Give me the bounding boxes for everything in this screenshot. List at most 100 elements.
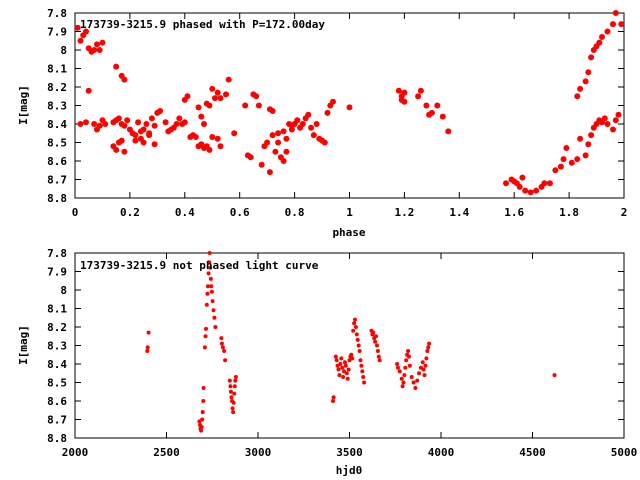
data-point xyxy=(83,119,89,126)
data-point xyxy=(374,334,378,339)
data-point xyxy=(207,260,212,265)
data-point xyxy=(400,384,405,389)
data-point xyxy=(331,399,335,403)
x-tick-label: 4500 xyxy=(519,446,546,459)
data-point xyxy=(280,128,287,135)
data-point xyxy=(406,349,411,353)
data-point xyxy=(202,345,207,350)
data-point xyxy=(255,102,262,109)
data-point xyxy=(192,134,199,140)
data-point xyxy=(610,21,616,28)
data-point xyxy=(361,375,366,379)
chart-title: 173739-3215.9 not phased light curve xyxy=(80,259,319,272)
data-point xyxy=(546,180,553,187)
data-point xyxy=(121,122,128,129)
data-point xyxy=(552,373,557,378)
data-point xyxy=(213,325,218,329)
data-point xyxy=(269,132,276,139)
x-tick-label: 0.4 xyxy=(175,206,195,219)
data-point xyxy=(409,375,414,379)
data-point xyxy=(209,85,216,92)
data-point xyxy=(415,93,422,100)
data-point xyxy=(321,139,328,146)
x-tick-label: 2 xyxy=(621,206,628,219)
data-point xyxy=(219,341,224,346)
data-point xyxy=(219,336,224,341)
data-point xyxy=(212,315,217,320)
data-point xyxy=(588,54,595,61)
data-point xyxy=(232,384,237,389)
data-point xyxy=(242,102,249,109)
data-point xyxy=(423,102,430,109)
data-point xyxy=(338,362,343,366)
data-point xyxy=(424,356,429,361)
data-point xyxy=(83,28,89,35)
data-point xyxy=(396,365,400,370)
data-point xyxy=(582,78,589,85)
data-point xyxy=(395,87,402,94)
data-point xyxy=(148,115,155,122)
data-point xyxy=(113,146,120,153)
data-point xyxy=(199,428,204,433)
data-point xyxy=(445,128,452,135)
data-point xyxy=(330,98,336,105)
data-point xyxy=(516,183,523,190)
data-point xyxy=(604,121,611,127)
data-point xyxy=(209,284,214,289)
data-point xyxy=(574,93,581,100)
data-point xyxy=(395,362,400,366)
data-point xyxy=(94,41,100,48)
data-point xyxy=(344,371,349,376)
data-point xyxy=(184,93,191,100)
data-point xyxy=(612,10,619,16)
data-point xyxy=(146,132,153,139)
data-point xyxy=(340,365,345,370)
data-point xyxy=(343,363,348,368)
data-point xyxy=(610,126,616,133)
data-point xyxy=(206,146,213,153)
data-point xyxy=(341,375,346,379)
data-point xyxy=(401,89,408,96)
data-point xyxy=(283,135,290,142)
data-point xyxy=(413,386,418,390)
data-point xyxy=(132,132,139,139)
data-point xyxy=(557,163,564,170)
data-point xyxy=(371,330,376,335)
data-point xyxy=(200,417,205,422)
data-point xyxy=(233,378,238,383)
data-points xyxy=(145,251,557,433)
data-point xyxy=(615,111,622,118)
data-point xyxy=(140,139,147,146)
chart-title: 173739-3215.9 phased with P=172.00day xyxy=(80,18,325,31)
data-point xyxy=(533,187,540,194)
data-point xyxy=(146,330,151,335)
data-point xyxy=(417,87,424,94)
data-point xyxy=(85,87,92,94)
data-point xyxy=(176,115,183,122)
y-tick-label: 8.7 xyxy=(47,174,67,187)
data-point xyxy=(253,93,260,100)
data-point xyxy=(269,108,276,114)
data-point xyxy=(358,358,363,363)
data-point xyxy=(346,367,351,372)
data-point xyxy=(121,148,128,155)
data-point xyxy=(275,139,282,146)
data-point xyxy=(231,400,236,405)
phased-light-curve-panel: 7.87.988.18.28.38.48.58.68.78.8 0 0.2 0.4 0… xyxy=(17,7,627,239)
y-tick-label: 8.2 xyxy=(47,321,67,334)
plot-frame xyxy=(74,252,625,439)
y-tick-label: 7.9 xyxy=(47,266,67,279)
data-point xyxy=(132,137,139,144)
data-point xyxy=(353,317,357,322)
data-point xyxy=(585,69,592,76)
data-point xyxy=(201,399,206,403)
data-point xyxy=(360,369,365,374)
data-point xyxy=(599,34,605,40)
data-point xyxy=(99,39,106,46)
y-tick-label: 8.4 xyxy=(47,358,67,371)
data-point xyxy=(217,95,224,102)
y-tick-label: 8.3 xyxy=(47,100,67,113)
y-tick-label: 7.8 xyxy=(47,7,67,20)
data-point xyxy=(407,363,412,368)
